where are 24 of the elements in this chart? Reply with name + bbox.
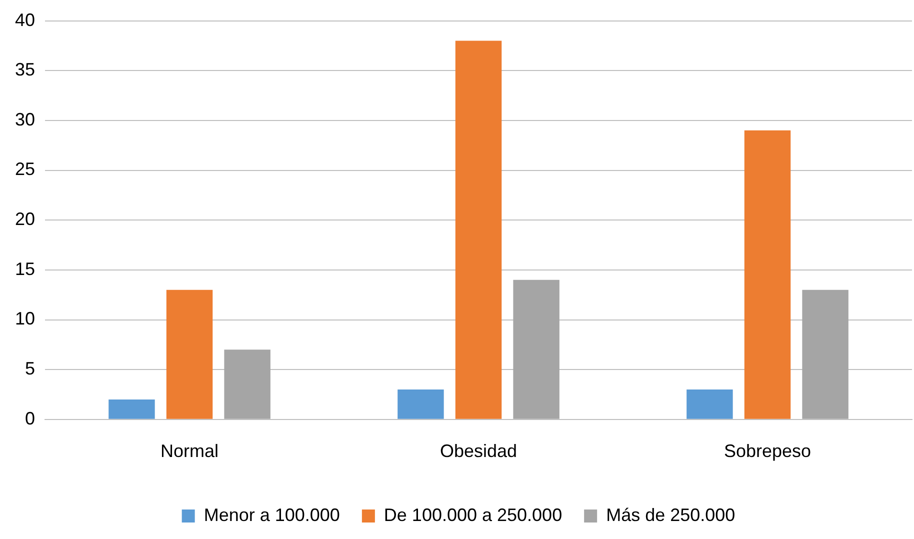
x-tick-label: Sobrepeso (724, 441, 812, 462)
legend-label: Menor a 100.000 (204, 504, 340, 525)
y-tick-label: 5 (25, 358, 36, 379)
y-tick-label: 35 (14, 60, 36, 80)
y-tick-label: 10 (14, 308, 36, 329)
y-tick-label: 15 (14, 258, 36, 279)
bar (224, 350, 270, 419)
bar (744, 130, 791, 419)
bar (802, 290, 848, 419)
bar (455, 40, 502, 419)
x-tick-label: Obesidad (440, 441, 518, 462)
bar (398, 390, 444, 419)
y-tick-label: 20 (14, 209, 36, 230)
y-tick-label: 40 (14, 10, 36, 30)
bar (513, 280, 560, 419)
bar (166, 290, 213, 419)
x-tick-label: Normal (160, 441, 219, 462)
bar (108, 399, 155, 419)
y-tick-label: 25 (14, 159, 36, 180)
y-tick-label: 0 (25, 408, 36, 428)
bar (686, 390, 733, 419)
legend-label: Más de 250.000 (606, 504, 736, 525)
legend-label: De 100.000 a 250.000 (384, 504, 562, 525)
y-tick-label: 30 (14, 109, 36, 130)
